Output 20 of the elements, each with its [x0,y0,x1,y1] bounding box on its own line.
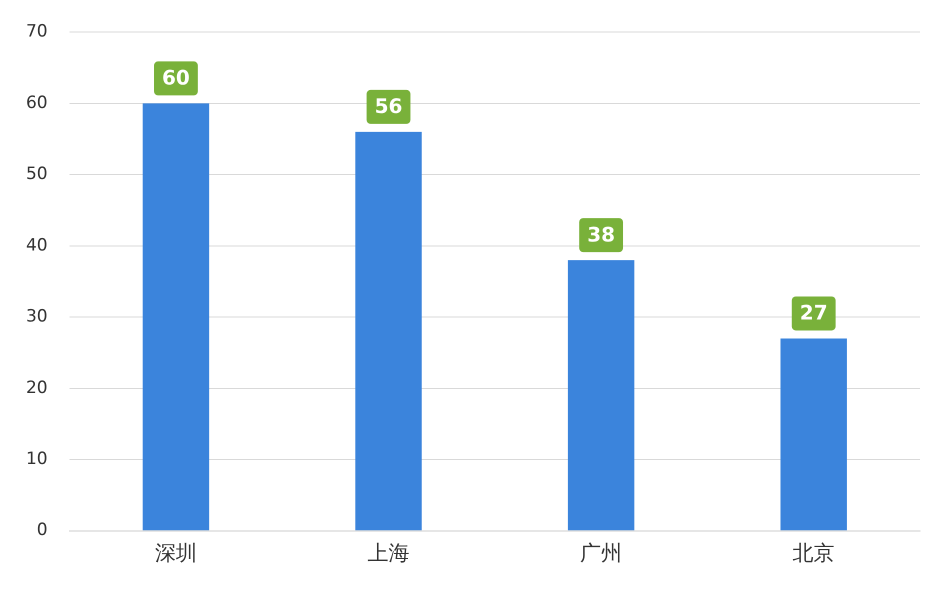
data-label: 27 [800,300,828,325]
bar [568,260,634,530]
x-tick-label: 上海 [368,540,410,565]
y-tick-label: 0 [36,520,48,540]
y-tick-label: 50 [26,164,48,184]
y-tick-label: 60 [26,92,48,113]
y-tick-label: 30 [26,306,48,327]
y-tick-label: 70 [26,22,48,42]
bar [355,132,422,530]
bar [780,338,847,530]
x-tick-label: 北京 [792,540,835,565]
y-tick-label: 10 [26,448,48,469]
data-label: 60 [162,66,190,90]
y-tick-label: 40 [26,235,48,256]
x-tick-label: 广州 [580,540,622,565]
x-tick-label: 深圳 [154,540,197,565]
data-label: 56 [374,94,402,118]
data-label: 38 [587,222,616,246]
bar [142,103,210,530]
y-tick-label: 20 [26,378,48,398]
